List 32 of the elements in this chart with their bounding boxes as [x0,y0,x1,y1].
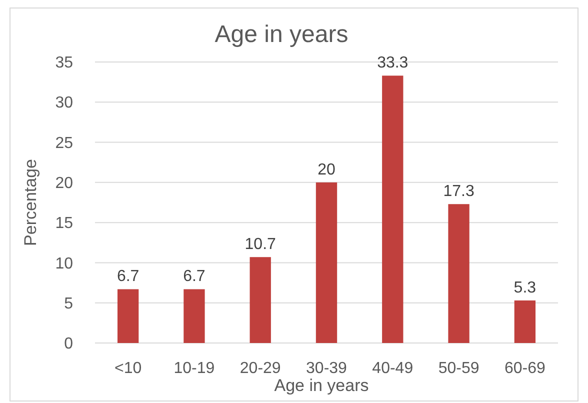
x-tick-label: 10-19 [174,360,215,377]
bar [382,76,404,343]
x-tick-label: 60-69 [504,360,546,377]
bar [448,204,470,343]
x-tick-label: 30-39 [306,360,348,377]
y-tick-label: 35 [55,54,74,72]
y-tick-label: 15 [55,215,74,232]
chart-title: Age in years [214,21,348,48]
y-tick-label: 25 [55,134,74,152]
bar [117,289,139,343]
y-tick-label: 20 [55,175,74,192]
data-label: 6.7 [183,268,206,286]
x-tick-label: 40-49 [372,360,414,377]
y-tick-label: 10 [55,255,74,272]
y-tick-label: 30 [55,94,74,112]
data-label: 6.7 [116,268,140,286]
data-label: 17.3 [443,183,474,200]
data-label: 5.3 [514,279,536,296]
x-tick-label: <10 [114,360,142,377]
y-axis-title: Percentage [21,159,40,246]
bar [316,182,338,343]
x-tick-label: 20-29 [240,360,281,377]
bar [514,300,536,343]
bar [184,289,205,343]
y-tick-label: 0 [64,336,74,353]
y-tick-label: 5 [64,295,74,312]
x-axis-title: Age in years [274,376,369,395]
x-tick-label: 50-59 [438,360,480,377]
data-label: 20 [318,161,336,178]
data-label: 10.7 [244,236,276,254]
data-label: 33.3 [377,54,408,72]
bar [250,257,271,343]
